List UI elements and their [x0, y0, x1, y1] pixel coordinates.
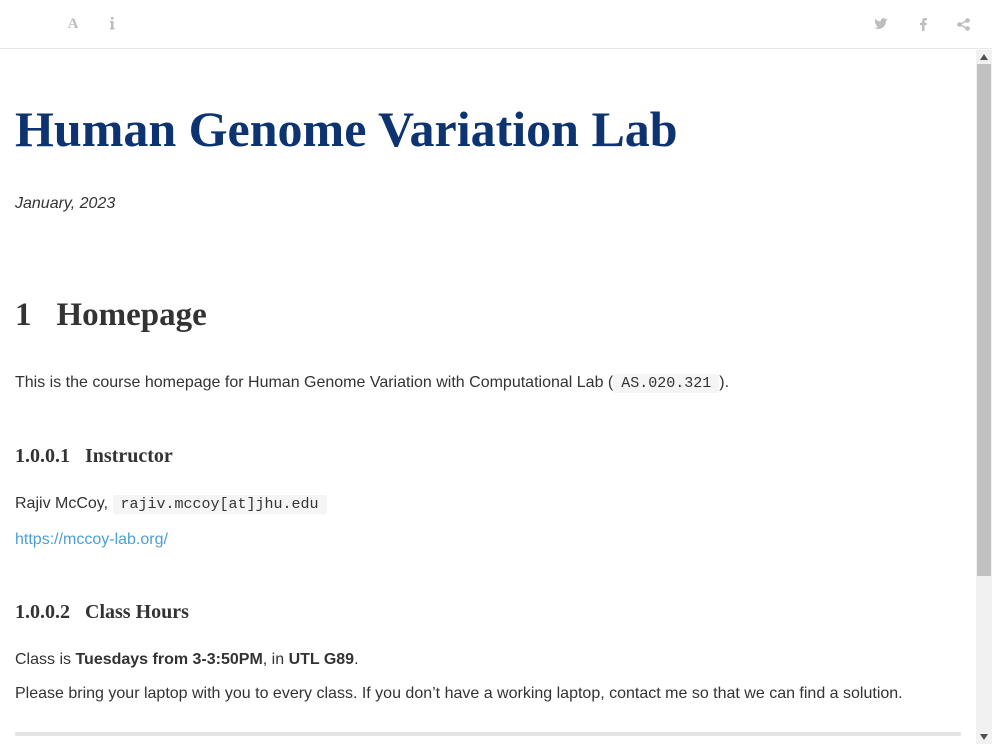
scroll-up-arrow-icon[interactable]: [976, 50, 992, 64]
subheading-instructor: 1.0.0.1 Instructor: [15, 443, 173, 469]
book-body: Human Genome Variation Lab January, 2023…: [0, 50, 976, 744]
subheading-number: 1.0.0.1: [15, 445, 70, 467]
laptop-note: Please bring your laptop with you to eve…: [15, 685, 903, 702]
page-title: Human Genome Variation Lab: [15, 101, 678, 157]
class-time: Tuesdays from 3-3:50PM: [75, 651, 263, 668]
class-text: .: [354, 651, 359, 668]
class-text: Class is: [15, 651, 76, 668]
intro-text: This is the course homepage for Human Ge…: [15, 374, 614, 391]
info-icon[interactable]: [100, 12, 124, 36]
intro-paragraph: This is the course homepage for Human Ge…: [15, 372, 729, 395]
book-toolbar: A: [0, 0, 992, 49]
instructor-email: rajiv.mccoy[at]jhu.edu: [112, 495, 327, 514]
page-date: January, 2023: [15, 195, 116, 212]
share-icon[interactable]: [951, 12, 975, 36]
subheading-class-hours: 1.0.0.2 Class Hours: [15, 599, 189, 625]
lab-link-line: https://mccoy-lab.org/: [15, 529, 168, 551]
class-text: , in: [262, 651, 289, 668]
instructor-line: Rajiv McCoy, rajiv.mccoy[at]jhu.edu: [15, 493, 327, 516]
scrollbar-thumb[interactable]: [977, 64, 991, 576]
section-title: Homepage: [56, 297, 207, 333]
subheading-title: Class Hours: [85, 601, 189, 623]
vertical-scrollbar[interactable]: [976, 50, 992, 744]
class-time-line: Class is Tuesdays from 3-3:50PM, in UTL …: [15, 649, 359, 671]
twitter-icon[interactable]: [869, 12, 893, 36]
subheading-title: Instructor: [85, 445, 173, 467]
course-code: AS.020.321: [613, 374, 720, 393]
section-heading-homepage: 1 Homepage: [15, 294, 207, 336]
class-room: UTL G89: [288, 651, 355, 668]
scroll-down-arrow-icon[interactable]: [976, 730, 992, 744]
instructor-name: Rajiv McCoy,: [15, 495, 109, 512]
subheading-number: 1.0.0.2: [15, 601, 70, 623]
facebook-icon[interactable]: [911, 12, 935, 36]
lab-website-link[interactable]: https://mccoy-lab.org/: [15, 531, 168, 548]
intro-text-end: ).: [719, 374, 730, 391]
horizontal-rule: [15, 732, 961, 736]
section-number: 1: [15, 297, 32, 333]
font-settings-icon[interactable]: A: [67, 15, 79, 32]
